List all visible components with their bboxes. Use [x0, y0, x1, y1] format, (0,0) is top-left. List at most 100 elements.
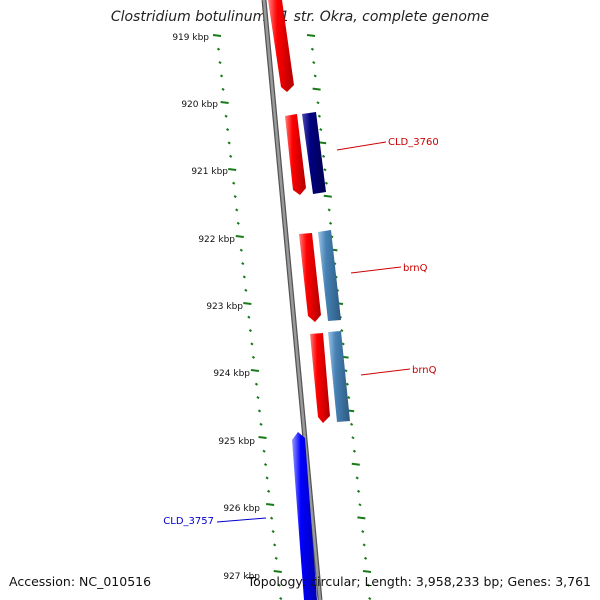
minor-tick — [345, 382, 349, 386]
minor-tick — [323, 168, 327, 172]
minor-tick — [241, 261, 245, 266]
minor-tick — [279, 596, 283, 600]
minor-tick — [368, 596, 372, 600]
major-tick — [212, 34, 222, 37]
tick-label: 920 kbp — [181, 100, 218, 110]
minor-tick — [265, 476, 269, 480]
major-tick — [235, 235, 244, 238]
minor-tick — [216, 47, 221, 51]
minor-tick — [227, 141, 231, 145]
gene-feature[interactable] — [299, 233, 321, 322]
tick-label: 923 kbp — [206, 302, 243, 312]
major-tick — [306, 34, 316, 37]
major-tick — [273, 570, 282, 573]
tick-track-inner — [212, 34, 283, 600]
tick-label: 926 kbp — [223, 504, 260, 514]
gene-feature[interactable] — [328, 331, 350, 422]
minor-tick — [356, 489, 361, 493]
minor-tick — [254, 382, 259, 386]
minor-tick — [362, 543, 366, 547]
minor-tick — [229, 154, 233, 158]
gene-feature[interactable] — [285, 114, 306, 195]
tick-label: 922 kbp — [198, 235, 235, 245]
gene-feature[interactable] — [302, 112, 326, 194]
minor-tick — [351, 436, 355, 440]
minor-tick — [366, 583, 370, 587]
minor-tick — [340, 328, 344, 333]
major-tick — [228, 168, 237, 171]
major-tick — [258, 436, 267, 439]
gene-feature[interactable] — [292, 432, 317, 600]
minor-tick — [263, 462, 268, 467]
gene-label-brnq[interactable]: brnQ — [403, 263, 428, 274]
minor-tick — [236, 221, 240, 225]
minor-tick — [352, 449, 356, 453]
minor-tick — [316, 101, 320, 105]
minor-tick — [219, 74, 224, 78]
minor-tick — [251, 355, 256, 359]
minor-tick — [313, 74, 317, 78]
minor-tick — [310, 47, 314, 51]
tick-label: 919 kbp — [172, 33, 209, 43]
tick-labels: 919 kbp 920 kbp 921 kbp 922 kbp 923 kbp … — [172, 33, 260, 582]
minor-tick — [363, 556, 368, 560]
minor-tick — [328, 221, 333, 225]
minor-tick — [226, 128, 230, 132]
major-tick — [250, 369, 260, 372]
minor-tick — [224, 114, 228, 118]
gene-feature[interactable] — [310, 333, 330, 423]
map-title: Clostridium botulinum B1 str. Okra, comp… — [110, 9, 490, 25]
gene-feature[interactable] — [318, 230, 341, 321]
major-tick — [323, 194, 332, 198]
minor-tick — [256, 395, 260, 400]
tick-label: 925 kbp — [218, 437, 255, 447]
minor-tick — [244, 288, 248, 292]
minor-tick — [341, 342, 345, 346]
major-tick — [243, 302, 252, 305]
minor-tick — [218, 60, 222, 65]
minor-tick — [235, 208, 239, 212]
minor-tick — [239, 248, 243, 252]
minor-tick — [232, 181, 236, 185]
minor-tick — [355, 476, 359, 480]
minor-tick — [242, 275, 246, 279]
major-tick — [220, 101, 229, 104]
gene-features — [268, 0, 350, 600]
minor-tick — [312, 60, 316, 65]
gene-label-brnq[interactable]: brnQ — [412, 365, 437, 376]
minor-tick — [274, 556, 278, 560]
minor-tick — [233, 195, 237, 199]
minor-tick — [248, 328, 252, 333]
major-tick — [362, 570, 372, 573]
minor-tick — [344, 369, 348, 373]
gene-feature[interactable] — [268, 0, 294, 92]
minor-tick — [361, 529, 365, 534]
leader-lines — [216, 141, 411, 523]
minor-tick — [327, 208, 331, 212]
minor-tick — [317, 114, 321, 118]
major-tick — [351, 462, 360, 466]
minor-tick — [267, 489, 271, 493]
tick-label: 921 kbp — [191, 167, 228, 177]
backbone — [261, 0, 323, 600]
minor-tick — [321, 154, 326, 158]
tick-label: 927 kbp — [223, 572, 260, 582]
gene-label-cld-3757[interactable]: CLD_3757 — [163, 516, 214, 527]
minor-tick — [273, 543, 277, 547]
minor-tick — [324, 181, 328, 185]
minor-tick — [349, 422, 354, 426]
minor-tick — [347, 395, 351, 400]
minor-tick — [250, 342, 254, 346]
summary-text: Topology: circular; Length: 3,958,233 bp… — [247, 574, 591, 589]
gene-label-cld-3760[interactable]: CLD_3760 — [388, 137, 439, 148]
minor-tick — [319, 128, 323, 132]
major-tick — [266, 503, 275, 506]
tick-label: 924 kbp — [213, 369, 250, 379]
minor-tick — [262, 449, 266, 453]
minor-tick — [271, 529, 275, 534]
minor-tick — [358, 503, 362, 507]
gene-labels: CLD_3760 brnQ brnQ CLD_3757 — [163, 137, 438, 527]
minor-tick — [277, 583, 281, 587]
minor-tick — [247, 315, 251, 319]
